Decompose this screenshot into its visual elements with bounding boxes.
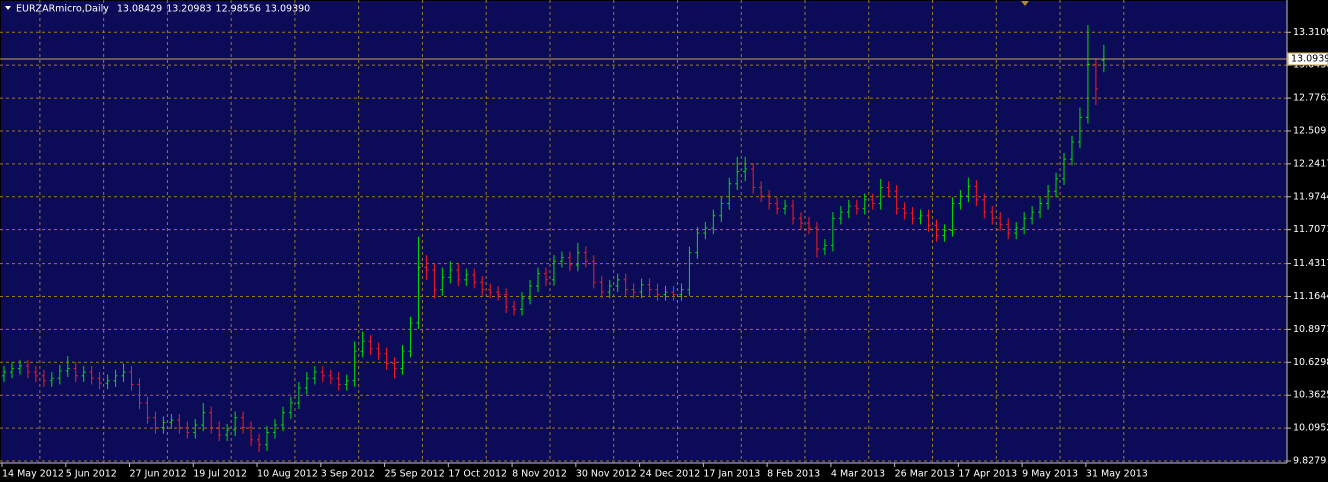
grid (0, 0, 1287, 463)
x-tick-label: 5 Jun 2012 (66, 469, 117, 480)
x-tick-label: 17 Oct 2012 (448, 469, 507, 480)
x-tick-label: 17 Jan 2013 (703, 469, 760, 480)
y-tick-label: 11.4317 (1293, 258, 1328, 269)
x-tick-label: 10 Aug 2012 (257, 469, 318, 480)
y-tick-label: 13.3109 (1293, 27, 1328, 38)
x-tick-label: 9 May 2013 (1022, 469, 1078, 480)
y-tick-label: 9.8279 (1293, 456, 1326, 467)
chart-title: EURZARmicro,Daily (16, 4, 109, 15)
x-tick-label: 19 Jul 2012 (193, 469, 247, 480)
bars (2, 24, 1106, 453)
header-value: 12.98556 (216, 4, 261, 15)
x-tick-label: 31 May 2013 (1086, 469, 1148, 480)
x-tick-label: 8 Nov 2012 (512, 469, 567, 480)
x-tick-label: 26 Mar 2013 (895, 469, 955, 480)
x-tick-label: 24 Dec 2012 (640, 469, 701, 480)
y-tick-label: 12.7763 (1293, 93, 1328, 104)
plot-area (1, 1, 1287, 463)
x-tick-label: 27 Jun 2012 (130, 469, 187, 480)
x-tick-label: 8 Feb 2013 (767, 469, 820, 480)
marker-triangle (1021, 1, 1029, 6)
header-value: 13.20983 (166, 4, 211, 15)
x-tick-label: 3 Sep 2012 (321, 469, 375, 480)
y-tick-label: 12.509 (1293, 125, 1326, 136)
x-tick-label: 4 Mar 2013 (831, 469, 885, 480)
last-price-box (1287, 52, 1328, 66)
y-tick-label: 10.6298 (1293, 357, 1328, 368)
last-price-label: 13.0939 (1291, 53, 1328, 64)
x-tick-label: 14 May 2012 (2, 469, 64, 480)
x-tick-label: 17 Apr 2013 (958, 469, 1017, 480)
y-tick-label: 10.3625 (1293, 390, 1328, 401)
y-tick-label: 10.0952 (1293, 423, 1328, 434)
y-tick-label: 11.1644 (1293, 291, 1328, 302)
header-value: 13.09390 (265, 4, 310, 15)
x-tick-label: 30 Nov 2012 (576, 469, 637, 480)
y-tick-label: 12.2417 (1293, 158, 1328, 169)
menu-triangle[interactable] (5, 6, 11, 10)
header-value: 13.08429 (117, 4, 162, 15)
x-tick-label: 25 Sep 2012 (385, 469, 445, 480)
y-tick-label: 11.9744 (1293, 191, 1328, 202)
